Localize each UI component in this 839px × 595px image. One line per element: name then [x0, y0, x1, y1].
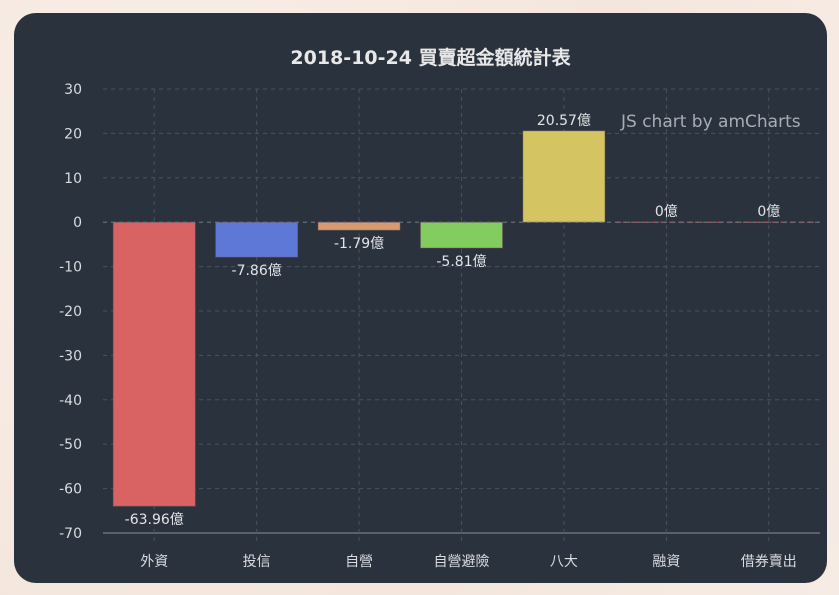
chart-panel: 2018-10-24 買賣超金額統計表 30 20 10 0 -10 -20 -30 -40 -… — [14, 13, 827, 583]
y-axis-tick-label: 10 — [64, 171, 82, 187]
y-axis-tick-label: 0 — [73, 215, 82, 231]
bar-value-label: 20.57億 — [537, 113, 591, 129]
y-axis-tick-label: 20 — [64, 126, 82, 142]
y-axis-tick-label: -60 — [59, 482, 82, 498]
x-axis-category-label: 自營 — [345, 554, 373, 570]
bar-value-label: -7.86億 — [232, 263, 282, 279]
y-axis-tick-label: -50 — [59, 437, 82, 453]
bar-1[interactable] — [215, 221, 299, 258]
bar-value-label: -1.79億 — [334, 236, 384, 252]
chart-title: 2018-10-24 買賣超金額統計表 — [290, 47, 571, 69]
y-axis-tick-label: 30 — [64, 82, 82, 98]
bar-2[interactable] — [317, 221, 401, 231]
bar-value-label: 0億 — [655, 204, 678, 220]
bar-value-label: -63.96億 — [125, 512, 184, 528]
y-axis-tick-label: -10 — [59, 260, 82, 276]
y-axis-tick-label: -30 — [59, 348, 82, 364]
bar-value-label: -5.81億 — [436, 254, 486, 270]
bar-4[interactable] — [522, 130, 606, 223]
x-axis-category-label: 自營避險 — [434, 554, 490, 570]
y-axis-tick-label: -40 — [59, 393, 82, 409]
x-axis-category-label: 融資 — [652, 554, 680, 570]
amcharts-credit-link[interactable]: JS chart by amCharts — [621, 112, 801, 132]
y-axis-tick-label: -70 — [59, 526, 82, 542]
bar-0[interactable] — [112, 221, 196, 507]
bar-3[interactable] — [420, 221, 503, 249]
x-axis-category-label: 八大 — [550, 554, 578, 570]
x-axis-category-label: 借券賣出 — [741, 554, 797, 570]
bar-value-label: 0億 — [757, 204, 780, 220]
x-axis-category-label: 外資 — [140, 554, 168, 570]
x-axis-category-label: 投信 — [243, 554, 271, 570]
y-axis-tick-label: -20 — [59, 304, 82, 320]
